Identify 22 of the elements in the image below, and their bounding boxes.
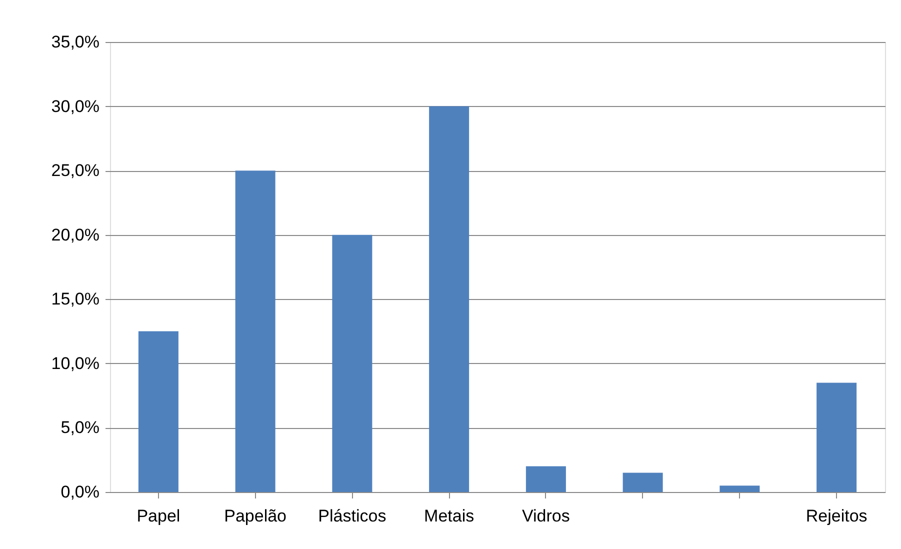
bar (720, 486, 760, 492)
y-tick-label: 0,0% (60, 482, 100, 502)
x-tick-label: Plásticos (318, 506, 386, 526)
x-tick-label: Papelão (224, 506, 287, 526)
y-tick-label: 10,0% (51, 354, 100, 373)
bar (816, 382, 857, 492)
bar (235, 170, 276, 492)
bar (332, 234, 372, 492)
bar (622, 472, 663, 492)
x-tick-label: Vidros (522, 506, 570, 526)
y-tick-label: 35,0% (51, 32, 100, 52)
x-tick-label: Metais (424, 506, 474, 526)
y-tick-label: 20,0% (51, 225, 100, 244)
bar (429, 106, 470, 492)
y-tick-label: 15,0% (51, 290, 100, 309)
y-tick-label: 25,0% (51, 161, 100, 180)
y-tick-label: 30,0% (51, 96, 100, 116)
y-tick-label: 5,0% (60, 418, 100, 438)
x-tick-label: Rejeitos (806, 506, 868, 526)
bar (138, 331, 178, 492)
x-tick-label: Papel (136, 506, 180, 526)
bar (526, 466, 566, 492)
